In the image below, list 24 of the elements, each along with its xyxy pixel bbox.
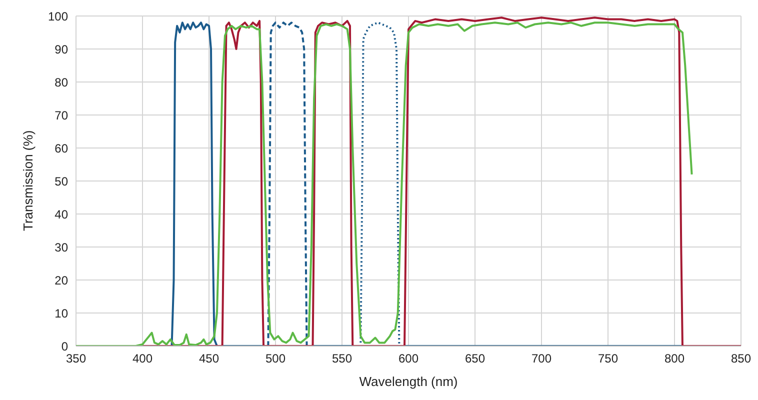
y-tick-label: 30 <box>54 240 68 254</box>
x-tick-label: 350 <box>66 352 86 366</box>
x-tick-label: 400 <box>132 352 153 366</box>
y-tick-label: 20 <box>54 273 68 288</box>
y-tick-label: 80 <box>54 75 68 90</box>
x-tick-label: 550 <box>332 352 352 366</box>
x-axis-title: Wavelength (nm) <box>359 374 458 389</box>
x-tick-label: 450 <box>198 352 220 366</box>
x-tick-label: 500 <box>265 352 286 366</box>
y-tick-label: 70 <box>54 108 68 122</box>
y-axis-title: Transmission (%) <box>20 130 36 231</box>
y-tick-label: 40 <box>54 207 68 222</box>
x-tick-label: 700 <box>531 352 552 366</box>
y-tick-label: 60 <box>54 141 68 156</box>
x-tick-label: 650 <box>464 352 486 366</box>
y-tick-label: 90 <box>54 42 68 56</box>
y-tick-label: 100 <box>48 9 68 24</box>
y-tick-label: 0 <box>61 339 68 354</box>
x-tick-label: 750 <box>598 352 618 366</box>
x-tick-label: 800 <box>664 352 685 366</box>
x-tick-label: 850 <box>730 352 752 366</box>
y-tick-label: 10 <box>54 306 68 320</box>
y-tick-label: 50 <box>54 174 68 188</box>
x-tick-label: 600 <box>398 352 419 366</box>
